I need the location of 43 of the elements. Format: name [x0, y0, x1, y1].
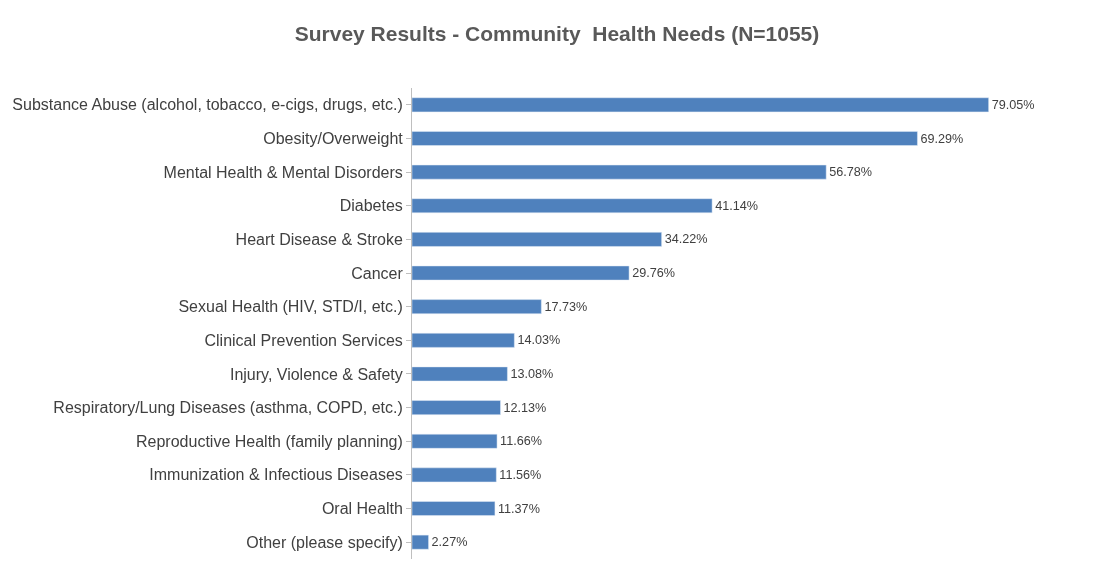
data-label: 17.73%	[544, 299, 588, 314]
y-tick-label: Obesity/Overweight	[263, 130, 404, 148]
y-tick-label: Sexual Health (HIV, STD/I, etc.)	[178, 298, 403, 316]
bar	[412, 299, 542, 314]
data-label: 11.37%	[497, 501, 540, 516]
y-tick-label: Injury, Violence & Safety	[229, 365, 403, 383]
y-tick-label: Reproductive Health (family planning)	[136, 432, 403, 450]
y-tick-label: Mental Health & Mental Disorders	[163, 163, 403, 181]
y-tick-label: Diabetes	[339, 197, 403, 215]
data-label: 11.56%	[499, 467, 542, 482]
data-label: 29.76%	[632, 266, 675, 281]
data-label: 13.08%	[510, 367, 554, 382]
y-tick-label: Substance Abuse (alcohol, tobacco, e-cigs, drugs, etc.)	[12, 96, 403, 114]
bar	[412, 433, 498, 449]
data-label: 69.29%	[920, 131, 964, 146]
bar	[412, 467, 497, 483]
y-tick-label: Other (please specify)	[246, 533, 403, 551]
data-label: 79.05%	[991, 97, 1035, 112]
bar	[412, 198, 713, 214]
y-tick-label: Clinical Prevention Services	[204, 331, 403, 349]
bar	[412, 333, 515, 348]
bar	[412, 232, 662, 247]
data-label: 11.66%	[500, 434, 542, 449]
bar	[412, 534, 429, 550]
bar	[412, 97, 989, 113]
data-label: 2.27%	[431, 535, 468, 550]
bar	[412, 501, 496, 516]
y-tick-label: Heart Disease & Stroke	[235, 230, 403, 248]
data-label: 14.03%	[517, 333, 561, 348]
bar	[412, 131, 918, 146]
bar	[412, 164, 827, 180]
y-tick-label: Oral Health	[321, 500, 403, 518]
bar	[412, 366, 508, 382]
chart-title: Survey Results - Community Health Needs (N=1055)	[294, 21, 820, 45]
data-label: 34.22%	[664, 232, 708, 247]
data-label: 12.13%	[503, 400, 547, 415]
bar	[412, 265, 630, 281]
y-tick-label: Respiratory/Lung Diseases (asthma, COPD, etc.)	[53, 399, 403, 417]
y-tick-label: Immunization & Infectious Diseases	[149, 466, 403, 484]
y-tick-label: Cancer	[351, 264, 404, 282]
data-label: 41.14%	[715, 198, 758, 213]
bar	[412, 400, 501, 415]
data-label: 56.78%	[829, 165, 873, 180]
